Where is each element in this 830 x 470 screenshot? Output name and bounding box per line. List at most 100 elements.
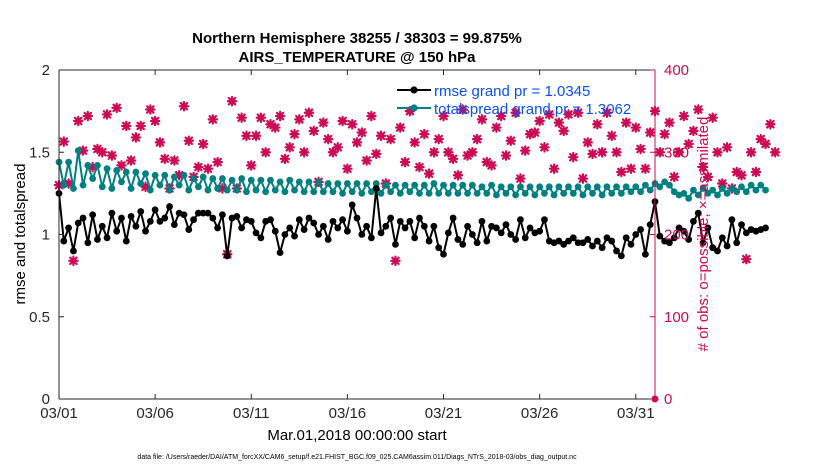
obs-count-marker <box>298 146 310 158</box>
rmse-point <box>74 219 82 227</box>
rmse-point <box>281 231 289 238</box>
rmse-point <box>286 224 294 232</box>
obs-count-cross <box>140 181 151 193</box>
obs-count-cross <box>226 95 238 107</box>
obs-count-cross <box>625 163 637 174</box>
obs-count-marker <box>601 107 613 119</box>
totalspread-point <box>60 181 68 189</box>
totalspread-point <box>343 180 351 187</box>
rmse-point <box>122 237 130 245</box>
rmse-point <box>300 226 308 233</box>
totalspread-point <box>521 189 529 197</box>
obs-count-cross <box>279 153 291 165</box>
totalspread-point <box>492 191 500 199</box>
totalspread-point <box>666 181 673 189</box>
totalspread-point <box>608 189 616 197</box>
obs-count-marker <box>500 150 512 161</box>
obs-count-cross <box>486 160 497 171</box>
obs-count-cross <box>592 119 603 130</box>
rmse-point <box>507 231 515 238</box>
obs-count-cross <box>635 143 646 155</box>
obs-count-cross <box>438 110 449 122</box>
rmse-point <box>666 239 673 247</box>
obs-count-cross <box>601 107 613 119</box>
rmse-point <box>680 227 688 235</box>
rmse-point <box>151 206 159 214</box>
obs-count-marker <box>515 173 526 184</box>
obs-count-marker <box>721 142 733 153</box>
totalspread-point <box>334 180 342 187</box>
obs-count-cross <box>77 145 89 156</box>
y-right-tick-label: 300 <box>664 144 689 161</box>
totalspread-series <box>55 147 769 202</box>
obs-count-cross <box>620 117 632 128</box>
obs-count-cross <box>524 128 536 140</box>
obs-count-cross <box>399 156 411 168</box>
obs-count-cross <box>741 253 752 265</box>
rmse-point <box>694 209 702 217</box>
rmse-point <box>372 185 380 192</box>
obs-count-marker <box>683 138 694 150</box>
x-tick-label: 03/16 <box>329 405 367 422</box>
obs-count-cross <box>68 255 79 267</box>
rmse-point <box>339 216 346 224</box>
totalspread-point <box>411 181 419 189</box>
obs-count-cross <box>664 117 675 128</box>
obs-count-marker <box>212 156 223 168</box>
obs-count-marker <box>351 137 363 148</box>
obs-count-marker <box>697 161 709 173</box>
obs-count-marker <box>169 155 180 166</box>
obs-count-marker <box>87 161 98 173</box>
totalspread-point <box>363 180 371 187</box>
totalspread-point <box>617 189 625 197</box>
rmse-point <box>127 213 135 220</box>
rmse-point <box>430 222 438 230</box>
obs-count-cross <box>654 146 666 158</box>
rmse-point <box>271 227 279 235</box>
totalspread-point <box>252 186 260 194</box>
obs-count-cross <box>154 137 166 148</box>
obs-count-cross <box>510 107 521 119</box>
obs-count-cross <box>87 161 98 173</box>
obs-count-marker <box>476 114 488 125</box>
rmse-point <box>536 227 544 235</box>
obs-count-cross <box>130 132 142 143</box>
rmse-point <box>589 242 596 250</box>
rmse-point <box>70 247 77 255</box>
totalspread-point <box>555 183 563 191</box>
obs-count-cross <box>207 114 219 125</box>
rmse-point <box>425 237 433 245</box>
obs-count-marker <box>375 130 387 142</box>
obs-count-marker <box>197 138 209 150</box>
obs-count-marker <box>308 125 320 137</box>
totalspread-point <box>723 189 731 197</box>
obs-count-marker <box>760 138 771 150</box>
rmse-point <box>401 224 409 232</box>
obs-count-marker <box>664 117 675 128</box>
totalspread-point <box>89 175 97 182</box>
rmse-point <box>613 247 620 255</box>
totalspread-point <box>118 178 125 186</box>
totalspread-point <box>122 168 130 176</box>
obs-count-cross <box>515 173 526 184</box>
obs-count-cross <box>212 156 223 168</box>
rmse-point <box>555 237 563 245</box>
obs-count-marker <box>149 115 161 127</box>
rmse-point <box>276 249 284 256</box>
obs-count-cross <box>265 119 276 130</box>
obs-count-cross <box>462 150 473 161</box>
obs-count-cross <box>111 102 122 114</box>
rmse-point <box>420 222 428 230</box>
obs-count-cross <box>356 127 368 138</box>
plot-area <box>59 70 655 399</box>
rmse-point <box>444 229 452 237</box>
totalspread-point <box>257 176 265 184</box>
totalspread-line <box>58 149 767 200</box>
totalspread-point <box>281 188 289 196</box>
obs-count-marker <box>193 161 204 173</box>
obs-count-cross <box>467 146 478 158</box>
rmse-point <box>468 231 476 238</box>
totalspread-point <box>305 178 313 186</box>
obs-count-marker <box>644 127 656 138</box>
obs-count-cross <box>519 145 531 156</box>
